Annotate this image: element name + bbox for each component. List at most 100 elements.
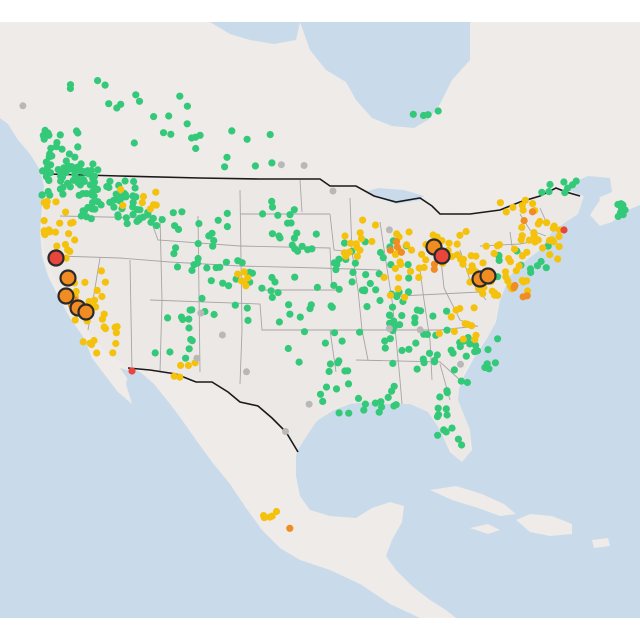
aq-marker-good[interactable] <box>377 398 385 406</box>
aq-marker-good[interactable] <box>344 367 352 375</box>
aq-marker-moderate[interactable] <box>342 252 350 260</box>
aq-marker-moderate[interactable] <box>368 237 376 246</box>
aq-marker-moderate[interactable] <box>40 198 48 207</box>
aq-marker-no-data[interactable] <box>385 226 393 234</box>
aq-marker-good[interactable] <box>196 131 204 139</box>
aq-marker-good[interactable] <box>313 283 321 291</box>
aq-marker-good[interactable] <box>114 211 122 219</box>
aq-marker-good[interactable] <box>112 190 120 198</box>
aq-marker-good[interactable] <box>234 257 242 265</box>
aq-marker-good[interactable] <box>176 92 184 100</box>
aq-marker-moderate[interactable] <box>401 293 409 301</box>
aq-marker-moderate[interactable] <box>240 278 248 286</box>
aq-marker-good[interactable] <box>424 111 432 119</box>
aq-marker-good[interactable] <box>404 261 412 269</box>
aq-marker-moderate[interactable] <box>119 201 127 210</box>
aq-marker-good[interactable] <box>195 220 203 228</box>
aq-marker-moderate[interactable] <box>393 230 401 238</box>
aq-marker-moderate[interactable] <box>518 223 526 231</box>
aq-marker-moderate[interactable] <box>536 217 544 226</box>
aq-marker-moderate[interactable] <box>493 242 502 250</box>
aq-marker-good[interactable] <box>316 390 325 398</box>
aq-marker-good[interactable] <box>86 181 94 189</box>
aq-marker-moderate[interactable] <box>184 361 192 370</box>
aq-marker-good[interactable] <box>53 139 61 147</box>
aq-marker-moderate[interactable] <box>177 361 185 369</box>
aq-marker-good[interactable] <box>412 339 420 347</box>
aq-marker-good[interactable] <box>268 159 276 167</box>
aq-marker-good[interactable] <box>527 268 535 277</box>
aq-marker-good[interactable] <box>40 135 48 143</box>
aq-marker-moderate[interactable] <box>112 329 120 337</box>
aq-marker-good[interactable] <box>192 144 200 153</box>
aq-marker-good[interactable] <box>110 203 118 211</box>
aq-marker-good[interactable] <box>164 314 172 322</box>
aq-marker-moderate[interactable] <box>41 231 49 239</box>
aq-marker-unhealthy[interactable] <box>560 226 568 234</box>
aq-marker-good[interactable] <box>88 205 96 213</box>
aq-marker-moderate[interactable] <box>530 231 538 239</box>
aq-marker-moderate[interactable] <box>152 188 160 196</box>
aq-marker-good[interactable] <box>67 165 75 173</box>
aq-marker-usg[interactable] <box>528 208 537 216</box>
aq-marker-good[interactable] <box>59 183 67 192</box>
aq-marker-good[interactable] <box>219 279 227 287</box>
aq-marker-moderate[interactable] <box>51 228 60 236</box>
aq-marker-good[interactable] <box>178 208 186 216</box>
aq-marker-good[interactable] <box>483 360 491 368</box>
aq-marker-good[interactable] <box>244 316 252 324</box>
aq-marker-good[interactable] <box>423 330 431 338</box>
aq-marker-good[interactable] <box>121 190 129 199</box>
aq-marker-good[interactable] <box>538 188 546 196</box>
aq-marker-good[interactable] <box>76 167 85 175</box>
aq-marker-good[interactable] <box>434 404 442 412</box>
aq-marker-moderate[interactable] <box>534 236 542 244</box>
aq-marker-good[interactable] <box>62 157 70 165</box>
aq-marker-good[interactable] <box>66 81 75 89</box>
aq-marker-good[interactable] <box>466 340 474 348</box>
aq-marker-moderate[interactable] <box>100 310 108 318</box>
aq-marker-good[interactable] <box>307 301 315 309</box>
aq-marker-good[interactable] <box>405 274 413 282</box>
aq-marker-moderate[interactable] <box>356 246 364 254</box>
aq-marker-usg[interactable] <box>510 284 518 292</box>
aq-marker-good[interactable] <box>151 349 159 357</box>
aq-marker-good[interactable] <box>381 337 389 345</box>
aq-marker-good[interactable] <box>404 288 413 296</box>
aq-marker-moderate[interactable] <box>176 373 184 381</box>
aq-marker-good[interactable] <box>193 259 202 267</box>
aq-marker-good[interactable] <box>392 401 400 409</box>
aq-marker-moderate[interactable] <box>341 232 349 240</box>
aq-marker-good[interactable] <box>450 366 458 374</box>
aq-marker-moderate[interactable] <box>479 259 487 267</box>
aq-marker-good[interactable] <box>47 144 55 152</box>
aq-marker-moderate[interactable] <box>71 316 79 324</box>
aq-marker-good[interactable] <box>335 409 343 417</box>
aq-marker-good[interactable] <box>225 282 233 290</box>
aq-marker-moderate[interactable] <box>418 250 426 258</box>
aq-marker-moderate[interactable] <box>98 292 106 301</box>
aq-marker-moderate[interactable] <box>170 372 178 380</box>
aq-marker-good[interactable] <box>243 304 251 312</box>
aq-marker-good[interactable] <box>203 264 211 272</box>
aq-marker-no-data[interactable] <box>193 354 201 362</box>
aq-marker-good[interactable] <box>73 177 82 185</box>
aq-marker-moderate[interactable] <box>386 291 394 299</box>
aq-marker-moderate[interactable] <box>138 199 146 207</box>
aq-marker-moderate[interactable] <box>509 203 517 211</box>
aq-marker-good[interactable] <box>376 296 384 305</box>
aq-marker-good[interactable] <box>434 107 442 115</box>
aq-marker-moderate[interactable] <box>81 278 89 286</box>
aq-marker-moderate[interactable] <box>79 338 87 346</box>
aq-marker-good[interactable] <box>80 207 89 215</box>
aq-marker-good[interactable] <box>560 178 568 186</box>
aq-marker-good[interactable] <box>188 306 196 314</box>
aq-marker-good[interactable] <box>231 301 239 309</box>
aq-marker-good[interactable] <box>291 273 299 281</box>
aq-marker-moderate[interactable] <box>450 327 458 336</box>
aq-marker-moderate[interactable] <box>109 349 117 357</box>
aq-marker-moderate[interactable] <box>56 219 64 227</box>
aq-marker-good[interactable] <box>88 188 96 197</box>
aq-marker-good[interactable] <box>321 339 329 347</box>
aq-marker-good[interactable] <box>327 302 335 310</box>
